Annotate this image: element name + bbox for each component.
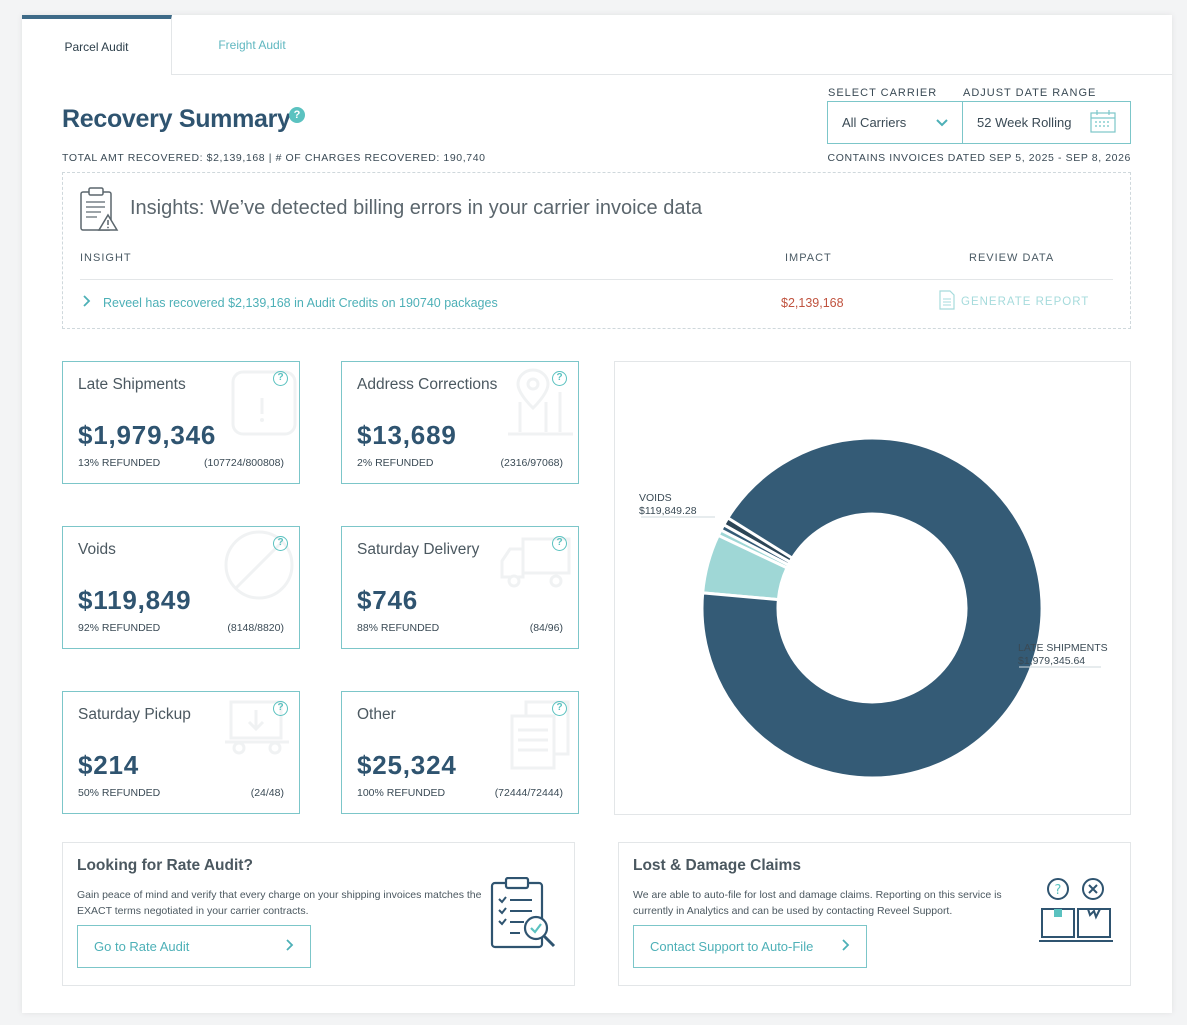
filter-controls: All Carriers 52 Week Rolling xyxy=(827,101,1131,144)
metric-title: Voids xyxy=(78,541,116,558)
insight-row-text[interactable]: Reveel has recovered $2,139,168 in Audit… xyxy=(103,296,498,310)
contact-support-label: Contact Support to Auto-File xyxy=(650,939,814,954)
generate-report-button[interactable]: GENERATE REPORT xyxy=(939,290,1089,313)
metric-card-saturday-pickup[interactable]: Saturday Pickup ? $214 50% REFUNDED (24/… xyxy=(62,691,300,814)
metric-value: $25,324 xyxy=(357,750,457,780)
chevron-right-icon xyxy=(842,939,850,954)
metric-refunded-pct: 92% REFUNDED xyxy=(78,622,161,634)
rate-audit-panel: Looking for Rate Audit? Gain peace of mi… xyxy=(62,842,575,986)
metric-refunded-pct: 50% REFUNDED xyxy=(78,787,161,799)
tab-freight-audit[interactable]: Freight Audit xyxy=(218,38,286,52)
truck-icon xyxy=(498,527,578,602)
map-pin-icon xyxy=(498,362,578,447)
metric-card-late-shipments[interactable]: Late Shipments ? $1,979,346 13% REFUNDED… xyxy=(62,361,300,484)
lost-damage-panel: Lost & Damage Claims We are able to auto… xyxy=(618,842,1131,986)
date-range-select[interactable]: 52 Week Rolling xyxy=(963,102,1130,143)
metric-refunded-pct: 100% REFUNDED xyxy=(357,787,446,799)
metric-card-address-corrections[interactable]: Address Corrections ? $13,689 2% REFUNDE… xyxy=(341,361,579,484)
recovery-donut-chart: VOIDS $119,849.28 LATE SHIPMENTS $1,979,… xyxy=(614,361,1131,815)
date-range-value: 52 Week Rolling xyxy=(977,115,1072,130)
chevron-down-icon xyxy=(936,115,948,130)
carrier-label: SELECT CARRIER xyxy=(828,87,938,99)
documents-icon xyxy=(498,692,578,777)
metric-title: Late Shipments xyxy=(78,376,186,393)
insights-title: Insights: We’ve detected billing errors … xyxy=(130,197,703,219)
calendar-alert-icon xyxy=(229,362,299,447)
rate-audit-title: Looking for Rate Audit? xyxy=(77,857,253,874)
donut-label-late-value: $1,979,345.64 xyxy=(1018,655,1086,667)
tab-bar: Parcel Audit Freight Audit xyxy=(22,15,1172,75)
metric-card-saturday-delivery[interactable]: Saturday Delivery ? $746 88% REFUNDED (8… xyxy=(341,526,579,649)
review-column-header: REVIEW DATA xyxy=(969,252,1055,264)
chevron-right-icon[interactable] xyxy=(83,294,91,310)
go-to-rate-audit-label: Go to Rate Audit xyxy=(94,939,190,954)
metric-ratio: (8148/8820) xyxy=(227,622,284,634)
metric-ratio: (107724/800808) xyxy=(204,457,284,469)
totals-summary: TOTAL AMT RECOVERED: $2,139,168 | # OF C… xyxy=(62,152,486,164)
rate-audit-description: Gain peace of mind and verify that every… xyxy=(77,889,482,917)
lost-damage-title: Lost & Damage Claims xyxy=(633,857,801,874)
donut-label-late-shipments: LATE SHIPMENTS $1,979,345.64 xyxy=(1018,642,1108,668)
calendar-icon xyxy=(1090,109,1116,136)
divider xyxy=(80,279,1113,280)
metric-title: Saturday Delivery xyxy=(357,541,480,558)
contact-support-button[interactable]: Contact Support to Auto-File xyxy=(633,925,867,968)
donut-slice-late-shipments[interactable] xyxy=(700,436,1044,780)
chevron-right-icon xyxy=(286,939,294,954)
cart-icon xyxy=(219,692,299,767)
help-icon[interactable]: ? xyxy=(273,371,288,386)
metric-ratio: (72444/72444) xyxy=(494,787,563,799)
carrier-select-value: All Carriers xyxy=(842,115,907,130)
void-circle-icon xyxy=(219,527,299,612)
help-icon[interactable]: ? xyxy=(273,536,288,551)
metric-value: $119,849 xyxy=(78,585,192,615)
lost-damage-description: We are able to auto-file for lost and da… xyxy=(633,889,1002,917)
document-icon xyxy=(939,290,955,313)
svg-text:?: ? xyxy=(1055,883,1062,898)
clipboard-alert-icon xyxy=(79,187,119,238)
donut-slice-voids[interactable] xyxy=(701,533,789,602)
recovery-card: Parcel Audit Freight Audit Recovery Summ… xyxy=(22,15,1172,1013)
tab-parcel-audit[interactable]: Parcel Audit xyxy=(22,15,172,75)
donut-svg xyxy=(641,436,1101,780)
metric-ratio: (24/48) xyxy=(250,787,284,799)
go-to-rate-audit-button[interactable]: Go to Rate Audit xyxy=(77,925,311,968)
metric-card-other[interactable]: Other ? $25,324 100% REFUNDED (72444/724… xyxy=(341,691,579,814)
insight-column-header: INSIGHT xyxy=(80,252,132,264)
metric-value: $746 xyxy=(357,585,419,615)
impact-column-header: IMPACT xyxy=(785,252,832,264)
damaged-packages-icon: ? xyxy=(1038,877,1114,952)
donut-label-voids-value: $119,849.28 xyxy=(639,505,697,517)
date-coverage: CONTAINS INVOICES DATED SEP 5, 2025 - SE… xyxy=(827,152,1131,164)
donut-label-late-name: LATE SHIPMENTS xyxy=(1018,642,1108,654)
metric-title: Saturday Pickup xyxy=(78,706,191,723)
page-title: Recovery Summary xyxy=(62,105,291,133)
clipboard-checklist-icon xyxy=(490,876,558,956)
metric-value: $214 xyxy=(78,750,140,780)
help-icon[interactable]: ? xyxy=(552,371,567,386)
insight-impact-value: $2,139,168 xyxy=(781,296,844,310)
help-icon[interactable]: ? xyxy=(273,701,288,716)
metric-value: $1,979,346 xyxy=(78,420,217,450)
metric-ratio: (2316/97068) xyxy=(500,457,563,469)
metric-title: Other xyxy=(357,706,396,723)
help-icon[interactable]: ? xyxy=(289,107,305,123)
insights-panel: Insights: We’ve detected billing errors … xyxy=(62,172,1131,329)
metric-refunded-pct: 2% REFUNDED xyxy=(357,457,434,469)
metric-title: Address Corrections xyxy=(357,376,498,393)
generate-report-label: GENERATE REPORT xyxy=(961,295,1090,308)
metric-card-voids[interactable]: Voids ? $119,849 92% REFUNDED (8148/8820… xyxy=(62,526,300,649)
help-icon[interactable]: ? xyxy=(552,701,567,716)
metric-refunded-pct: 88% REFUNDED xyxy=(357,622,440,634)
date-range-label: ADJUST DATE RANGE xyxy=(963,87,1097,99)
help-icon[interactable]: ? xyxy=(552,536,567,551)
metric-refunded-pct: 13% REFUNDED xyxy=(78,457,161,469)
metric-value: $13,689 xyxy=(357,420,457,450)
metric-ratio: (84/96) xyxy=(529,622,563,634)
carrier-select[interactable]: All Carriers xyxy=(828,102,963,143)
donut-label-voids: VOIDS $119,849.28 xyxy=(639,492,697,518)
donut-label-voids-name: VOIDS xyxy=(639,492,672,504)
